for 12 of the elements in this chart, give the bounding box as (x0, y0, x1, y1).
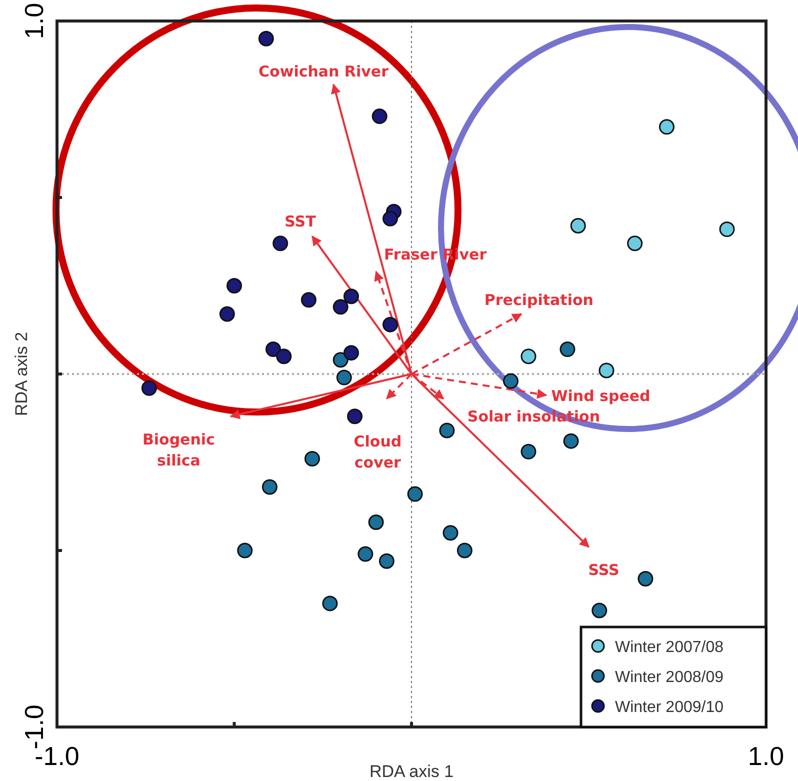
series-label: Precipitation (484, 290, 594, 309)
series-label: Cowichan River (258, 62, 390, 81)
legend-label: Winter 2008/09 (615, 669, 724, 686)
series-label: SSS (588, 560, 620, 579)
legend-label: Winter 2009/10 (615, 699, 724, 716)
x-axis-title: RDA axis 1 (369, 762, 454, 781)
text: Cloud cover (354, 432, 402, 472)
y-axis-title: RDA axis 2 (12, 332, 31, 416)
series-label: Biogenic silica (142, 430, 215, 470)
series-label: SST (284, 212, 317, 230)
series-label: Wind speed (551, 387, 650, 406)
legend-label: Winter 2007/08 (615, 639, 724, 656)
